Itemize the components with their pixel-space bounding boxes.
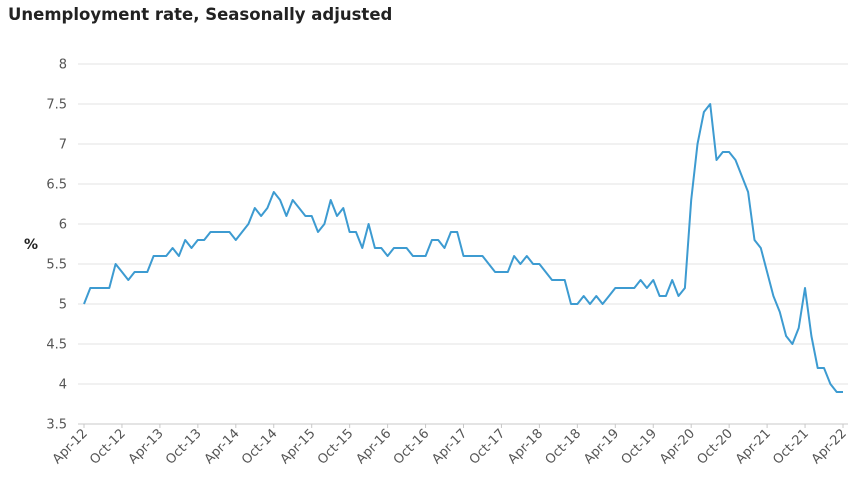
x-tick-label: Apr-17: [429, 426, 470, 467]
x-tick-label: Apr-22: [809, 426, 850, 467]
series-line: [83, 103, 843, 393]
y-tick-label: 7.5: [46, 98, 67, 113]
y-tick-label: 8: [59, 58, 67, 73]
x-tick-label: Oct-15: [315, 426, 357, 468]
x-tick-label: Apr-13: [126, 426, 167, 467]
y-tick-label: 4: [59, 378, 67, 393]
y-tick-label: 6: [59, 218, 67, 233]
y-tick-label: 3.5: [46, 418, 67, 433]
x-tick-label: Oct-17: [467, 426, 509, 468]
y-tick-label: 5.5: [46, 258, 67, 273]
x-tick-label: Oct-19: [619, 426, 661, 468]
x-tick-label: Apr-21: [733, 426, 774, 467]
x-tick-label: Oct-21: [770, 426, 812, 468]
x-tick-label: Oct-16: [391, 426, 433, 468]
x-tick-label: Apr-16: [353, 426, 394, 467]
x-tick-label: Apr-18: [505, 426, 546, 467]
y-tick-label: 5: [59, 298, 67, 313]
x-tick-label: Apr-14: [202, 426, 243, 467]
x-tick-label: Apr-19: [581, 426, 622, 467]
x-tick-label: Apr-15: [278, 426, 319, 467]
x-tick-label: Oct-13: [163, 426, 205, 468]
chart-title: Unemployment rate, Seasonally adjusted: [8, 5, 393, 24]
y-tick-label: 6.5: [46, 178, 67, 193]
x-tick-label: Oct-14: [239, 426, 281, 468]
x-tick-label: Oct-12: [87, 426, 129, 468]
y-tick-label: 7: [59, 138, 67, 153]
y-axis-label: %: [24, 237, 38, 253]
x-tick-label: Oct-20: [694, 426, 736, 468]
x-tick-label: Oct-18: [543, 426, 585, 468]
y-tick-label: 4.5: [46, 338, 67, 353]
x-tick-label: Apr-20: [657, 426, 698, 467]
